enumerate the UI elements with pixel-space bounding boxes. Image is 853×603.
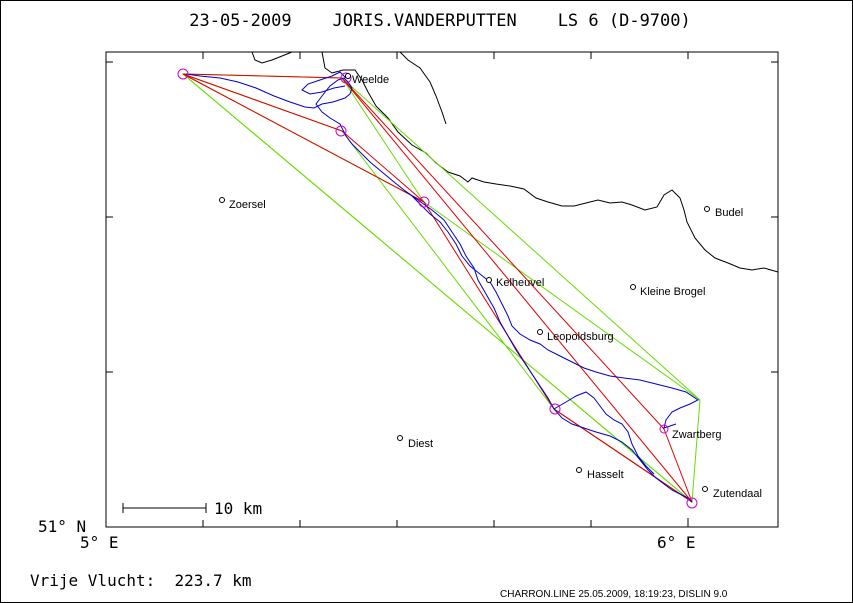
turnpoint-start bbox=[177, 68, 189, 80]
turnpoint-4 bbox=[549, 403, 561, 415]
axis-ticks bbox=[105, 52, 778, 528]
town-marker-weelde bbox=[345, 73, 351, 79]
town-marker-kelheuvel bbox=[486, 277, 492, 283]
lon-right-label: 6° E bbox=[657, 533, 696, 552]
scale-bar-label: 10 km bbox=[214, 499, 262, 518]
town-label-kelheuvel: Kelheuvel bbox=[496, 277, 544, 289]
town-marker-kleine-brogel bbox=[630, 284, 636, 290]
turnpoint-weelde bbox=[340, 72, 352, 84]
town-marker-leopoldsburg bbox=[537, 329, 543, 335]
town-label-diest: Diest bbox=[408, 438, 433, 450]
page-title: 23-05-2009 JORIS.VANDERPUTTEN LS 6 (D-97… bbox=[189, 11, 691, 31]
turnpoints bbox=[177, 68, 698, 509]
free-flight-distance: Vrije Vlucht: 223.7 km bbox=[30, 571, 252, 590]
fai-area-lines bbox=[181, 73, 701, 504]
town-label-budel: Budel bbox=[715, 207, 743, 219]
town-marker-zutendaal bbox=[702, 486, 708, 492]
turnpoint-2 bbox=[335, 125, 347, 137]
town-label-kleine-brogel: Kleine Brogel bbox=[640, 286, 705, 298]
turnpoint-zwartberg bbox=[659, 424, 669, 434]
town-label-weelde: Weelde bbox=[352, 74, 389, 86]
town-label-zutendaal: Zutendaal bbox=[713, 488, 762, 500]
country-border bbox=[251, 51, 779, 273]
turnpoint-finish bbox=[686, 497, 698, 509]
town-marker-budel bbox=[704, 206, 710, 212]
turnpoint-3 bbox=[418, 196, 430, 208]
scale-bar bbox=[122, 503, 207, 513]
town-marker-hasselt bbox=[576, 467, 582, 473]
task-lines bbox=[182, 73, 693, 503]
town-marker-zoersel bbox=[219, 197, 225, 203]
town-label-leopoldsburg: Leopoldsburg bbox=[547, 331, 614, 343]
towns: Weelde Zoersel Budel Kelheuvel Kleine Br… bbox=[219, 73, 762, 500]
town-label-zwartberg: Zwartberg bbox=[672, 429, 722, 441]
town-label-zoersel: Zoersel bbox=[229, 199, 266, 211]
footer-credit: CHARRON.LINE 25.05.2009, 18:19:23, DISLI… bbox=[500, 589, 728, 600]
lon-left-label: 5° E bbox=[80, 533, 119, 552]
town-label-hasselt: Hasselt bbox=[587, 469, 624, 481]
lat-label: 51° N bbox=[38, 517, 86, 536]
town-marker-diest bbox=[397, 435, 403, 441]
map-frame bbox=[105, 51, 779, 528]
flight-track bbox=[185, 71, 699, 503]
